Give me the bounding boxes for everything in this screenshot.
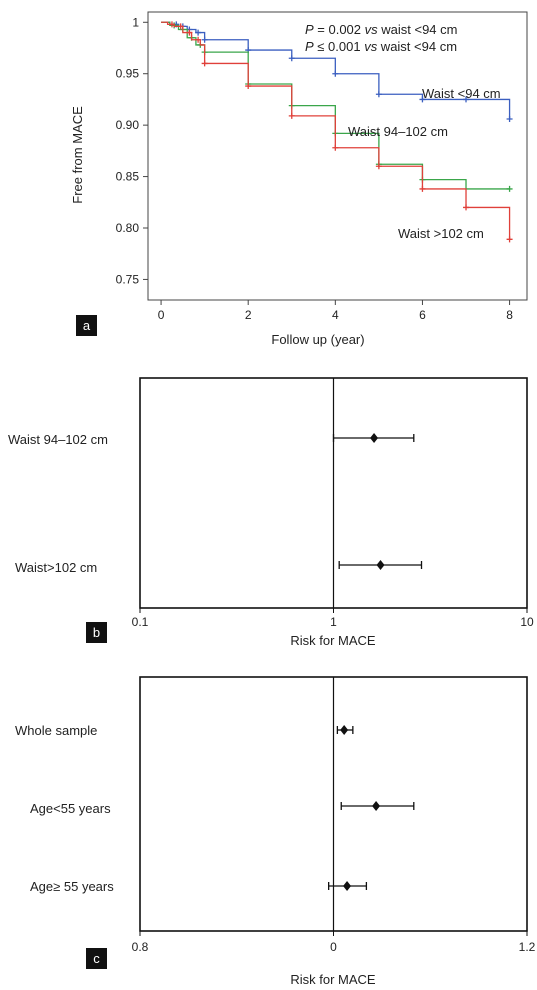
plot-frame <box>147 11 528 301</box>
y-tick-label: 1 <box>132 15 139 29</box>
censor-mark <box>195 36 202 43</box>
km-curve-series-2 <box>161 21 511 240</box>
point-estimate <box>370 433 379 443</box>
censor-mark <box>177 23 184 30</box>
x-tick-label: 0 <box>158 308 165 322</box>
svg-text:P ≤ 0.001 vs waist <94 cm: P ≤ 0.001 vs waist <94 cm <box>305 39 457 54</box>
censor-mark <box>201 36 208 43</box>
svg-text:P = 0.002 vs waist <94 cm: P = 0.002 vs waist <94 cm <box>305 22 457 37</box>
panel-c-forest-plot: 0.8 0 1.2 Whole sample Age<55 years Age≥ 5… <box>15 676 536 987</box>
censor-mark <box>463 204 470 211</box>
x-tick-label: 1 <box>330 615 337 629</box>
panel-badge-c: c <box>86 948 107 969</box>
y-tick-label: 0.90 <box>116 118 140 132</box>
row-label-age-under-55: Age<55 years <box>30 801 111 816</box>
censor-mark <box>186 29 193 36</box>
y-tick-label: 0.85 <box>116 170 140 184</box>
series-label-waist-over-102: Waist >102 cm <box>398 226 484 241</box>
censor-mark <box>463 96 470 103</box>
point-estimate <box>376 560 385 570</box>
x-axis-title: Risk for MACE <box>290 633 376 648</box>
censor-mark <box>419 185 426 192</box>
censor-mark <box>506 115 513 122</box>
y-tick-label: 0.75 <box>116 272 140 286</box>
svg-text:a: a <box>83 318 91 333</box>
x-tick-label: 0 <box>330 940 337 954</box>
row-label-age-55-plus: Age≥ 55 years <box>30 879 114 894</box>
censor-mark <box>375 163 382 170</box>
panel-badge-b: b <box>86 622 107 643</box>
y-tick-label: 0.95 <box>116 67 140 81</box>
x-tick-label: 1.2 <box>519 940 536 954</box>
censor-mark <box>506 185 513 192</box>
row-label-waist-over-102: Waist>102 cm <box>15 560 97 575</box>
x-tick-label: 0.1 <box>132 615 149 629</box>
panel-b-forest-plot: 0.1 1 10 Waist 94–102 cm Waist>102 cm Risk… <box>8 377 534 648</box>
x-axis-title: Risk for MACE <box>290 972 376 987</box>
row-label-waist-94-102: Waist 94–102 cm <box>8 432 108 447</box>
censor-mark <box>201 60 208 67</box>
censor-mark <box>332 144 339 151</box>
point-estimate <box>372 801 381 811</box>
point-estimate <box>343 881 352 891</box>
censor-mark <box>245 83 252 90</box>
censor-mark <box>195 29 202 36</box>
censor-mark <box>375 91 382 98</box>
x-tick-label: 6 <box>419 308 426 322</box>
panel-badge-a: a <box>76 315 97 336</box>
x-tick-label: 0.8 <box>132 940 149 954</box>
censor-mark <box>506 236 513 243</box>
x-tick-label: 8 <box>506 308 513 322</box>
series-label-waist-under-94: Waist <94 cm <box>422 86 501 101</box>
p-value-annotation-1: P = 0.002 vs waist <94 cm <box>305 22 457 37</box>
point-estimate <box>340 725 349 735</box>
x-tick-label: 10 <box>520 615 534 629</box>
x-tick-label: 4 <box>332 308 339 322</box>
y-axis-title: Free from MACE <box>70 106 85 204</box>
svg-text:c: c <box>93 951 100 966</box>
censor-mark <box>288 55 295 62</box>
y-tick-label: 0.80 <box>116 221 140 235</box>
x-tick-label: 2 <box>245 308 252 322</box>
censor-mark <box>168 21 175 28</box>
censor-mark <box>419 96 426 103</box>
row-label-whole-sample: Whole sample <box>15 723 97 738</box>
svg-text:b: b <box>93 625 100 640</box>
x-axis-title: Follow up (year) <box>271 332 364 347</box>
censor-mark <box>332 70 339 77</box>
series-label-waist-94-102: Waist 94–102 cm <box>348 124 448 139</box>
p-value-annotation-2: P ≤ 0.001 vs waist <94 cm <box>305 39 457 54</box>
censor-mark <box>288 112 295 119</box>
panel-a-kaplan-meier-chart: 0 2 4 6 8 1 0.95 0.90 0.85 0.80 0.75 P = 0.002 vs … <box>70 11 528 347</box>
